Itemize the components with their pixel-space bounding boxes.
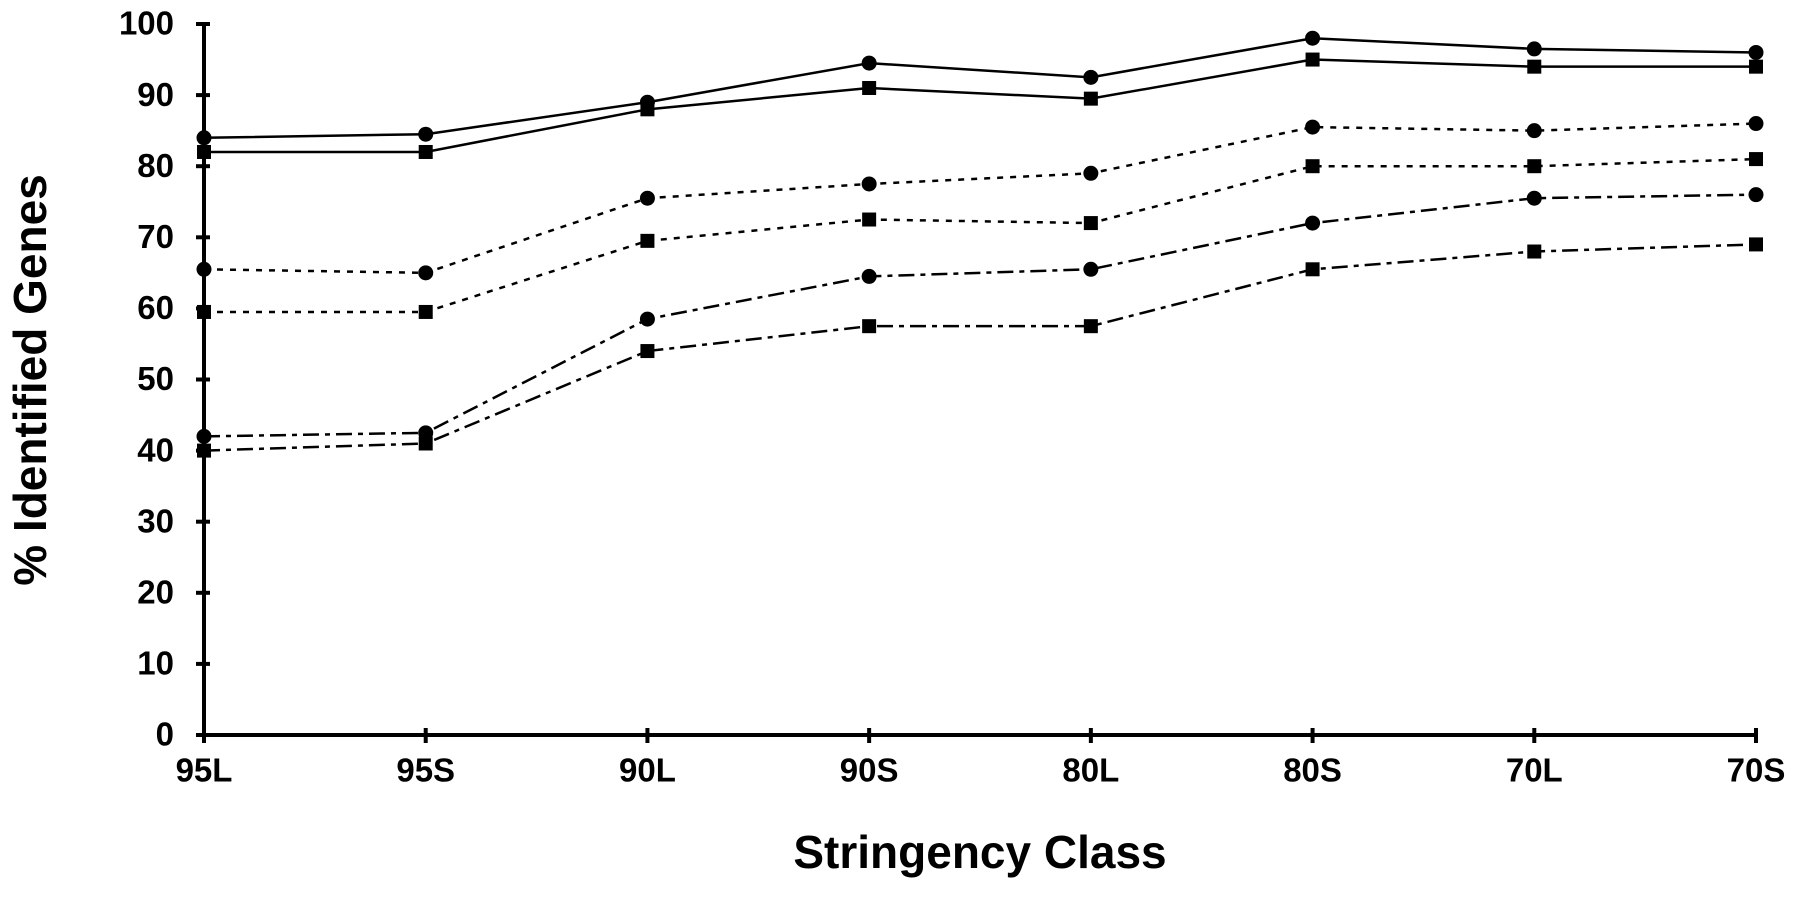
- y-axis-title: % Identified Genes: [4, 174, 56, 586]
- y-tick-label: 20: [137, 574, 174, 611]
- series-line: [203, 243, 1757, 452]
- y-tick-label: 100: [119, 5, 174, 42]
- circle-marker: [1083, 165, 1099, 181]
- y-tick-label: 90: [137, 76, 174, 113]
- circle-marker: [418, 126, 434, 142]
- square-marker: [1083, 216, 1098, 231]
- x-tick-label: 95S: [396, 752, 455, 789]
- square-marker: [862, 80, 877, 95]
- series-line: [203, 193, 1757, 438]
- circle-marker: [1748, 44, 1764, 60]
- circle-marker: [861, 176, 877, 192]
- y-tick-label: 0: [156, 716, 174, 753]
- circle-marker: [639, 311, 655, 327]
- square-marker: [1527, 59, 1542, 74]
- square-marker: [1305, 52, 1320, 67]
- square-marker: [1305, 262, 1320, 277]
- circle-marker: [639, 190, 655, 206]
- square-marker: [1083, 319, 1098, 334]
- circle-marker: [861, 55, 877, 71]
- square-marker: [1749, 152, 1763, 167]
- circle-marker: [1305, 30, 1321, 46]
- x-tick-label: 90S: [840, 752, 899, 789]
- x-tick-label: 95L: [176, 752, 233, 789]
- square-marker: [418, 144, 433, 159]
- square-marker: [640, 344, 655, 359]
- square-marker: [197, 144, 211, 159]
- square-marker: [862, 212, 877, 227]
- x-tick-label: 80S: [1283, 752, 1342, 789]
- circle-marker: [1083, 261, 1099, 277]
- circle-marker: [196, 261, 212, 277]
- square-marker: [197, 443, 211, 458]
- square-marker: [197, 304, 211, 319]
- circle-marker: [1526, 41, 1542, 57]
- circle-marker: [1083, 69, 1099, 85]
- square-marker: [418, 304, 433, 319]
- square-marker: [1749, 59, 1763, 74]
- x-axis-title: Stringency Class: [793, 826, 1166, 878]
- series-line: [203, 122, 1757, 275]
- circle-marker: [1305, 119, 1321, 135]
- series-line: [204, 58, 1756, 154]
- y-tick-label: 30: [137, 502, 174, 539]
- y-tick-label: 80: [137, 147, 174, 184]
- x-tick-label: 70L: [1506, 752, 1563, 789]
- x-tick-label: 70S: [1727, 752, 1786, 789]
- circle-marker: [196, 130, 212, 146]
- circle-marker: [1526, 123, 1542, 139]
- series-line: [203, 36, 1757, 140]
- x-tick-label: 90L: [619, 752, 676, 789]
- square-marker: [1527, 159, 1542, 174]
- circle-marker: [1748, 116, 1764, 132]
- circle-marker: [1748, 187, 1764, 203]
- circle-marker: [418, 265, 434, 281]
- circle-marker: [861, 268, 877, 284]
- square-marker: [1083, 91, 1098, 106]
- y-tick-label: 10: [137, 645, 174, 682]
- series-line: [204, 157, 1757, 314]
- y-tick-label: 40: [137, 431, 174, 468]
- circle-marker: [196, 428, 212, 444]
- square-marker: [1305, 159, 1320, 174]
- square-marker: [862, 319, 877, 334]
- square-marker: [1527, 244, 1542, 259]
- y-tick-label: 60: [137, 289, 174, 326]
- x-tick-label: 80L: [1062, 752, 1119, 789]
- square-marker: [640, 102, 655, 117]
- circle-marker: [1526, 190, 1542, 206]
- y-tick-label: 70: [137, 218, 174, 255]
- square-marker: [640, 233, 655, 248]
- circle-marker: [1305, 215, 1321, 231]
- y-tick-label: 50: [137, 360, 174, 397]
- square-marker: [1749, 237, 1763, 252]
- square-marker: [418, 436, 433, 451]
